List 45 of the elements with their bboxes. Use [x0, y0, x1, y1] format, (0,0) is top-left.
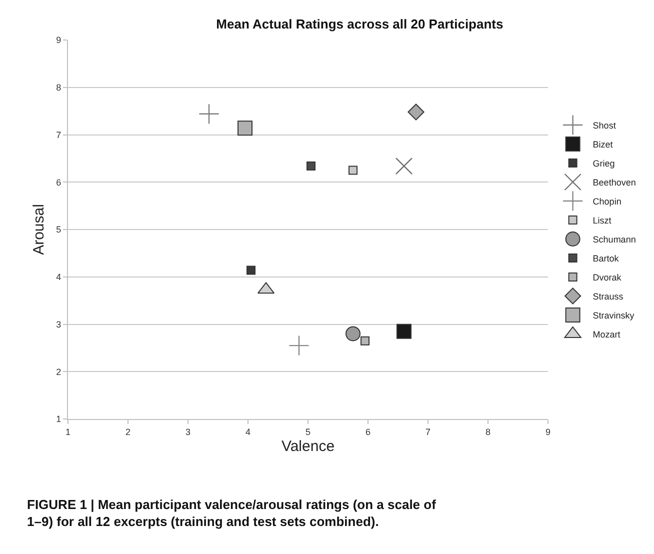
y-tick-label: 7 [56, 130, 62, 140]
x-tick-label: 5 [305, 426, 311, 437]
legend-label: Strauss [592, 292, 624, 302]
legend-label: Beethoven [592, 178, 636, 188]
legend-label: Bartok [592, 254, 620, 264]
point [396, 324, 412, 339]
legend-label: Schumann [592, 234, 636, 245]
x-tick-label: 7 [425, 426, 431, 437]
x-tick-label: 6 [365, 426, 371, 437]
x-axis-title: Valence [281, 438, 335, 455]
point [238, 120, 252, 136]
legend-label: Liszt [592, 216, 612, 226]
point [346, 326, 360, 342]
legend-label: Mozart [592, 330, 621, 340]
point [348, 166, 358, 175]
legend-label: Stravinsky [592, 310, 635, 321]
y-tick-label: 8 [56, 82, 62, 93]
y-tick-label: 3 [56, 319, 62, 330]
y-tick-label: 4 [56, 272, 62, 282]
point [360, 336, 370, 346]
x-tick-label: 9 [545, 426, 551, 437]
y-tick-label: 6 [56, 177, 62, 188]
legend-label: Grieg [592, 158, 615, 169]
point [395, 157, 413, 175]
point [246, 266, 256, 275]
x-tick-label: 3 [185, 426, 191, 437]
caption: FIGURE 1 | Mean participant valence/arousal ratings (on a scale of 1–9) for all 12 excerpts (training and test sets combined). [27, 497, 437, 529]
x-tick-label: 2 [125, 426, 131, 437]
legend-label: Chopin [592, 196, 622, 207]
y-tick-label: 9 [56, 35, 62, 46]
y-tick-label: 5 [56, 224, 62, 235]
y-axis-title: Arousal [30, 204, 48, 255]
chart-title: Mean Actual Ratings across all 20 Participants [216, 16, 504, 32]
point [198, 104, 220, 124]
point [408, 104, 424, 120]
point [288, 335, 310, 356]
x-tick-label: 1 [65, 426, 71, 437]
legend-label: Shost [592, 120, 616, 131]
legend-label: Bizet [592, 140, 614, 150]
point [306, 162, 316, 171]
x-tick-label: 4 [245, 426, 251, 437]
legend-label: Dvorak [592, 272, 622, 283]
y-tick-label: 1 [56, 414, 62, 424]
x-tick-label: 8 [485, 426, 491, 437]
y-tick-label: 2 [56, 366, 62, 377]
